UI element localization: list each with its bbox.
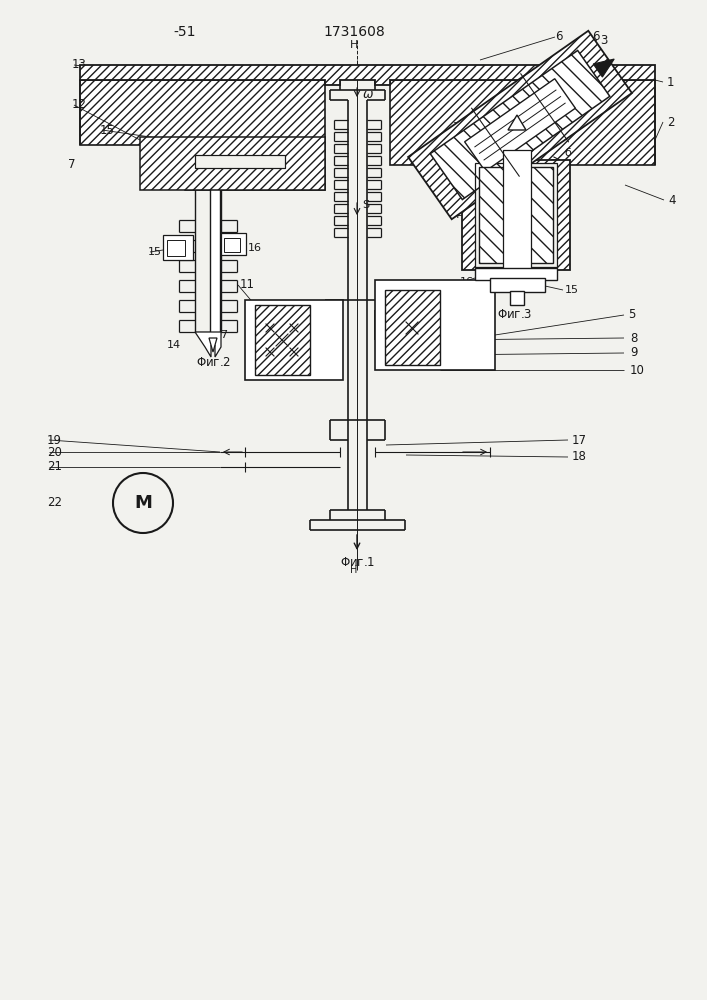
- Text: 16: 16: [248, 243, 262, 253]
- Text: 11: 11: [240, 278, 255, 292]
- Text: 15: 15: [565, 285, 579, 295]
- Bar: [375, 280, 495, 370]
- Text: 22: 22: [47, 496, 62, 510]
- Text: 4: 4: [452, 210, 459, 220]
- Text: б: б: [564, 148, 571, 158]
- Text: Вид А: Вид А: [196, 148, 234, 161]
- Bar: [221, 233, 246, 255]
- Bar: [490, 278, 545, 292]
- Text: S: S: [362, 200, 369, 210]
- Text: 12: 12: [170, 165, 184, 175]
- Text: Б - Б: Б - Б: [500, 138, 530, 151]
- Polygon shape: [431, 50, 609, 200]
- Text: -51: -51: [174, 25, 197, 39]
- Text: 14: 14: [167, 340, 181, 350]
- Polygon shape: [195, 155, 285, 168]
- Text: 10: 10: [630, 363, 645, 376]
- Text: 1: 1: [452, 155, 459, 165]
- Text: 8: 8: [630, 332, 638, 344]
- Bar: [462, 160, 570, 270]
- Text: 1: 1: [667, 76, 674, 89]
- Text: 5: 5: [628, 308, 636, 322]
- Polygon shape: [464, 79, 575, 171]
- Text: 13: 13: [72, 58, 87, 72]
- Bar: [475, 163, 557, 267]
- Text: 15: 15: [148, 247, 162, 257]
- Bar: [245, 300, 343, 380]
- Polygon shape: [140, 137, 325, 190]
- Bar: [510, 291, 524, 305]
- Bar: [385, 290, 440, 365]
- Bar: [163, 235, 193, 260]
- Text: 15: 15: [100, 123, 115, 136]
- Text: б: б: [509, 69, 515, 79]
- Text: 3: 3: [452, 122, 459, 132]
- Text: 16: 16: [460, 277, 474, 287]
- Polygon shape: [390, 80, 655, 165]
- Text: 19: 19: [47, 434, 62, 446]
- Text: M: M: [134, 494, 152, 512]
- Bar: [503, 150, 531, 280]
- Polygon shape: [593, 59, 614, 77]
- Text: 2: 2: [667, 115, 674, 128]
- Text: 17: 17: [572, 434, 587, 446]
- Text: 7: 7: [220, 330, 227, 340]
- Text: 6: 6: [592, 30, 600, 43]
- Polygon shape: [408, 31, 632, 219]
- Text: 18: 18: [572, 450, 587, 464]
- Text: 3: 3: [600, 33, 607, 46]
- Bar: [475, 268, 557, 280]
- Text: 9: 9: [630, 347, 638, 360]
- Bar: [255, 305, 310, 375]
- Text: 21: 21: [47, 460, 62, 474]
- Bar: [167, 240, 185, 256]
- Text: H: H: [350, 40, 358, 50]
- Bar: [210, 165, 220, 335]
- Text: 6: 6: [555, 30, 563, 43]
- Text: 1731608: 1731608: [323, 25, 385, 39]
- Text: H: H: [350, 565, 357, 575]
- Text: 7: 7: [68, 158, 76, 172]
- Text: $\Phi$иг.2: $\Phi$иг.2: [196, 356, 230, 368]
- Polygon shape: [80, 80, 325, 190]
- Text: $\Phi$иг.3: $\Phi$иг.3: [497, 308, 532, 322]
- Bar: [475, 163, 557, 267]
- Text: A: A: [205, 157, 213, 167]
- Bar: [224, 238, 240, 252]
- Polygon shape: [195, 332, 221, 357]
- Text: $\omega$: $\omega$: [362, 89, 374, 102]
- Polygon shape: [508, 115, 526, 130]
- Text: $\Phi$иг.1: $\Phi$иг.1: [340, 556, 375, 570]
- Bar: [479, 167, 553, 263]
- Polygon shape: [209, 338, 217, 352]
- Polygon shape: [80, 65, 655, 85]
- Text: 4: 4: [668, 194, 675, 207]
- Text: 12: 12: [72, 99, 87, 111]
- Text: 20: 20: [47, 446, 62, 458]
